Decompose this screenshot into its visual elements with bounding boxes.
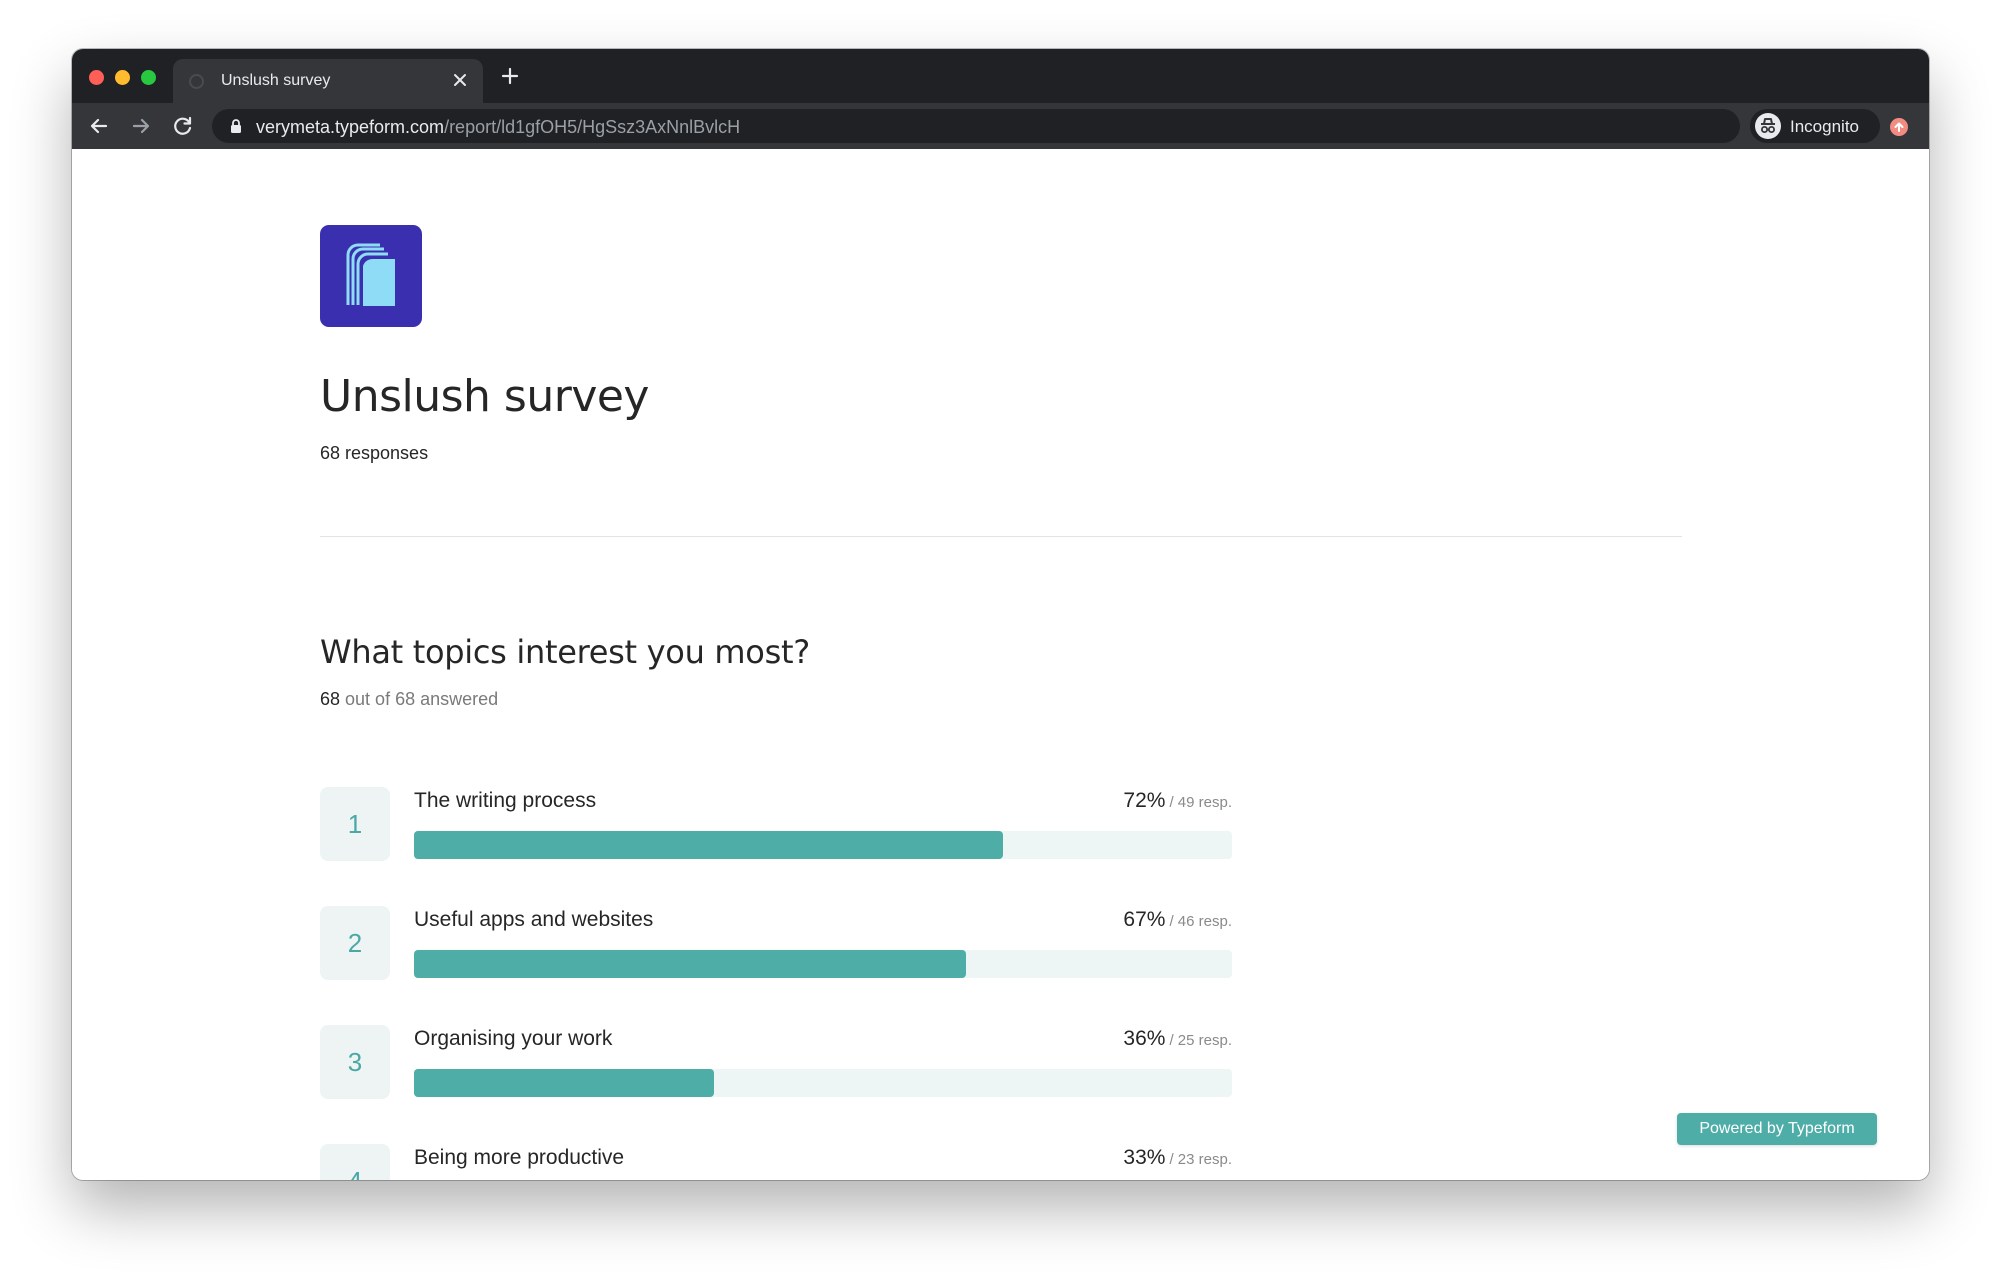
choice-index: 2	[320, 906, 390, 980]
choice-percent: 67%	[1123, 908, 1166, 931]
progress-track	[414, 950, 1232, 978]
browser-window: Unslush survey	[72, 49, 1929, 1180]
powered-by-typeform-button[interactable]: Powered by Typeform	[1677, 1113, 1877, 1145]
close-window-button[interactable]	[89, 70, 104, 85]
progress-fill	[414, 950, 967, 978]
choice-stat: 36%/ 25 resp.	[1123, 1027, 1232, 1051]
url-host: verymeta.typeform.com	[256, 117, 445, 137]
choice-responses: / 46 resp.	[1169, 913, 1232, 930]
choice-responses: / 23 resp.	[1169, 1151, 1232, 1168]
page-title: Unslush survey	[320, 371, 649, 422]
back-arrow-icon[interactable]	[85, 112, 113, 140]
choice-row: 1 The writing process 72%/ 49 resp.	[320, 787, 1232, 863]
maximize-window-button[interactable]	[141, 70, 156, 85]
typeform-logo	[320, 225, 422, 327]
forward-arrow-icon[interactable]	[127, 112, 155, 140]
minimize-window-button[interactable]	[115, 70, 130, 85]
choice-label: Organising your work	[414, 1027, 613, 1050]
choice-label: Useful apps and websites	[414, 908, 654, 931]
question-title: What topics interest you most?	[320, 633, 810, 671]
response-count: 68 responses	[320, 443, 429, 463]
choice-percent: 72%	[1123, 789, 1166, 812]
choice-responses: / 49 resp.	[1169, 794, 1232, 811]
choice-index: 1	[320, 787, 390, 861]
choice-percent: 33%	[1123, 1146, 1166, 1169]
progress-track	[414, 831, 1232, 859]
tab-strip: Unslush survey	[72, 49, 1929, 103]
browser-tab[interactable]: Unslush survey	[173, 59, 483, 103]
choice-index: 4	[320, 1144, 390, 1180]
choice-stat: 72%/ 49 resp.	[1123, 789, 1232, 813]
choice-label: Being more productive	[414, 1146, 625, 1169]
plus-icon[interactable]	[498, 64, 522, 88]
choice-percent: 36%	[1123, 1027, 1166, 1050]
tab-title: Unslush survey	[221, 72, 331, 89]
choice-responses: / 25 resp.	[1169, 1032, 1232, 1049]
address-bar[interactable]: verymeta.typeform.com/report/ld1gfOH5/Hg…	[212, 109, 1866, 143]
lock-icon[interactable]	[228, 118, 244, 134]
divider	[320, 536, 1682, 537]
progress-track	[414, 1069, 1232, 1097]
answered-rest: out of 68 answered	[340, 689, 499, 709]
answered-summary: 68 out of 68 answered	[320, 689, 498, 710]
choice-row: 3 Organising your work 36%/ 25 resp.	[320, 1025, 1232, 1101]
url-text[interactable]: verymeta.typeform.com/report/ld1gfOH5/Hg…	[256, 117, 740, 138]
choice-index: 3	[320, 1025, 390, 1099]
progress-fill	[414, 1069, 715, 1097]
update-icon[interactable]	[1890, 118, 1908, 136]
choice-row: 2 Useful apps and websites 67%/ 46 resp.	[320, 906, 1232, 982]
tab-favicon-icon	[189, 74, 204, 89]
choice-row: 4 Being more productive 33%/ 23 resp.	[320, 1144, 1232, 1180]
profile-label: Incognito	[1790, 117, 1859, 136]
incognito-icon	[1755, 113, 1781, 139]
report-page: Unslush survey 68 responses What topics …	[72, 149, 1929, 1180]
choice-label: The writing process	[414, 789, 597, 812]
url-path: /report/ld1gfOH5/HgSsz3AxNnlBvlcH	[444, 117, 741, 137]
progress-fill	[414, 831, 1003, 859]
profile-button[interactable]: Incognito	[1750, 109, 1880, 143]
answered-count: 68	[320, 689, 341, 709]
close-icon[interactable]	[449, 69, 471, 91]
choice-stat: 33%/ 23 resp.	[1123, 1146, 1232, 1170]
reload-icon[interactable]	[169, 112, 197, 140]
choice-stat: 67%/ 46 resp.	[1123, 908, 1232, 932]
browser-toolbar: verymeta.typeform.com/report/ld1gfOH5/Hg…	[72, 103, 1929, 149]
